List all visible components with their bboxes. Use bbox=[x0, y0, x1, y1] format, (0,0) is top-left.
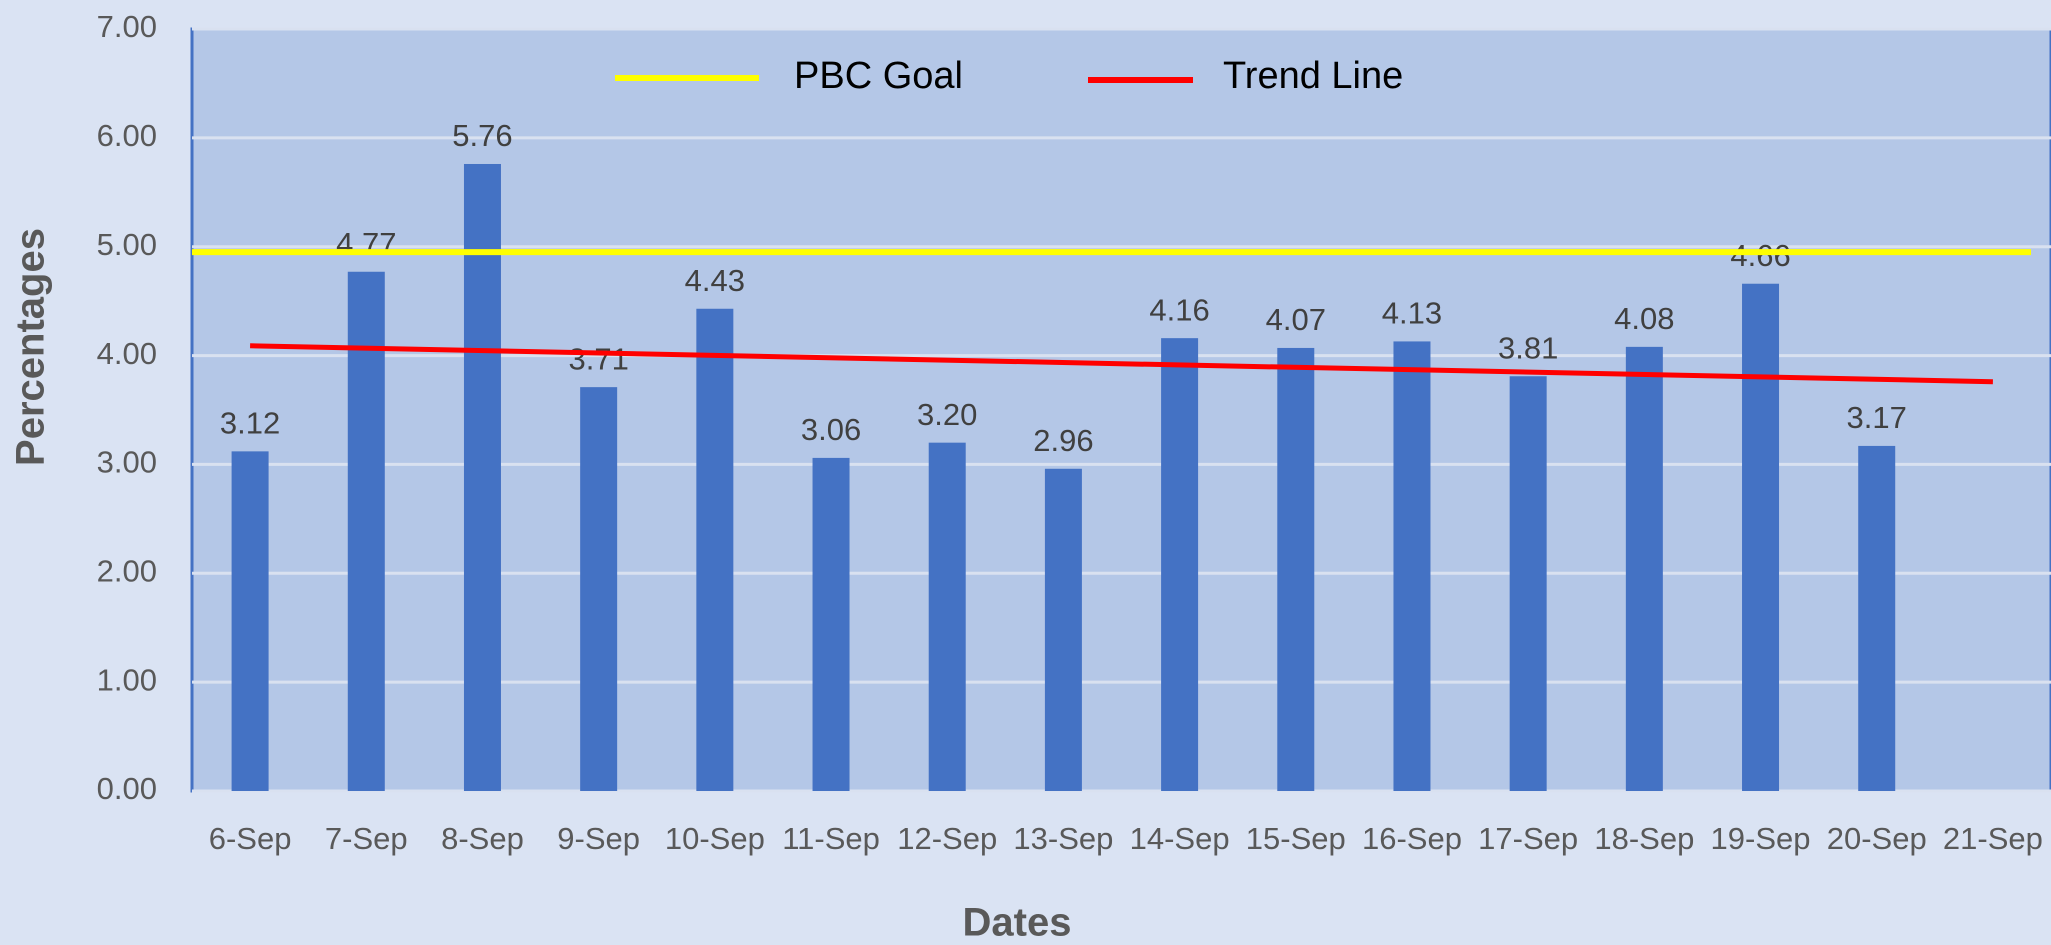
data-label: 5.76 bbox=[452, 118, 512, 153]
bar bbox=[231, 451, 269, 791]
bar bbox=[580, 387, 618, 791]
y-tick-label: 1.00 bbox=[97, 662, 157, 697]
data-label: 3.12 bbox=[220, 406, 280, 441]
data-label: 3.81 bbox=[1498, 330, 1558, 365]
x-tick-label: 8-Sep bbox=[441, 821, 524, 856]
legend-label: Trend Line bbox=[1223, 55, 1403, 97]
x-tick-label: 18-Sep bbox=[1594, 821, 1694, 856]
x-tick-label: 11-Sep bbox=[782, 821, 880, 856]
bar bbox=[1858, 445, 1896, 791]
x-tick-label: 14-Sep bbox=[1130, 821, 1230, 856]
x-tick-label: 6-Sep bbox=[209, 821, 292, 856]
x-tick-label: 7-Sep bbox=[325, 821, 408, 856]
x-tick-label: 15-Sep bbox=[1246, 821, 1346, 856]
data-label: 4.66 bbox=[1730, 238, 1790, 273]
bar bbox=[1742, 283, 1780, 791]
data-label: 4.08 bbox=[1614, 301, 1674, 336]
data-label: 4.77 bbox=[336, 226, 396, 261]
y-tick-label: 0.00 bbox=[97, 771, 157, 806]
trend-line bbox=[250, 343, 1993, 385]
bar bbox=[1161, 338, 1199, 791]
x-tick-label: 13-Sep bbox=[1013, 821, 1113, 856]
bar bbox=[1509, 376, 1547, 791]
x-tick-label: 21-Sep bbox=[1943, 821, 2043, 856]
x-tick-label: 16-Sep bbox=[1362, 821, 1462, 856]
data-label: 4.07 bbox=[1266, 302, 1326, 337]
y-axis-title: Percentages bbox=[9, 228, 53, 466]
y-tick-label: 6.00 bbox=[97, 118, 157, 153]
x-tick-label: 20-Sep bbox=[1827, 821, 1927, 856]
data-label: 3.71 bbox=[568, 341, 628, 376]
x-tick-label: 9-Sep bbox=[557, 821, 640, 856]
x-tick-label: 19-Sep bbox=[1711, 821, 1811, 856]
bar bbox=[347, 271, 385, 791]
x-tick-label: 12-Sep bbox=[897, 821, 997, 856]
data-label: 3.06 bbox=[801, 412, 861, 447]
bar bbox=[463, 163, 501, 792]
x-tick-label: 17-Sep bbox=[1478, 821, 1578, 856]
x-tick-label: 10-Sep bbox=[665, 821, 765, 856]
bar bbox=[1044, 468, 1082, 791]
y-tick-label: 2.00 bbox=[97, 553, 157, 588]
y-tick-label: 7.00 bbox=[97, 9, 157, 44]
legend-label: PBC Goal bbox=[794, 55, 963, 97]
data-label: 4.43 bbox=[685, 263, 745, 298]
bar bbox=[1393, 341, 1431, 791]
bar bbox=[812, 457, 850, 791]
data-label: 4.13 bbox=[1382, 296, 1442, 331]
x-axis-title: Dates bbox=[963, 901, 1072, 945]
bar bbox=[928, 442, 966, 791]
data-label: 3.20 bbox=[917, 397, 977, 432]
bar bbox=[696, 308, 734, 791]
bar bbox=[1625, 346, 1663, 791]
data-label: 4.16 bbox=[1149, 292, 1209, 327]
plot-area bbox=[190, 27, 2051, 793]
y-tick-label: 4.00 bbox=[97, 336, 157, 371]
data-label: 3.17 bbox=[1847, 400, 1907, 435]
y-tick-label: 5.00 bbox=[97, 227, 157, 262]
data-label: 2.96 bbox=[1033, 423, 1093, 458]
y-tick-label: 3.00 bbox=[97, 445, 157, 480]
bar bbox=[1277, 347, 1315, 791]
